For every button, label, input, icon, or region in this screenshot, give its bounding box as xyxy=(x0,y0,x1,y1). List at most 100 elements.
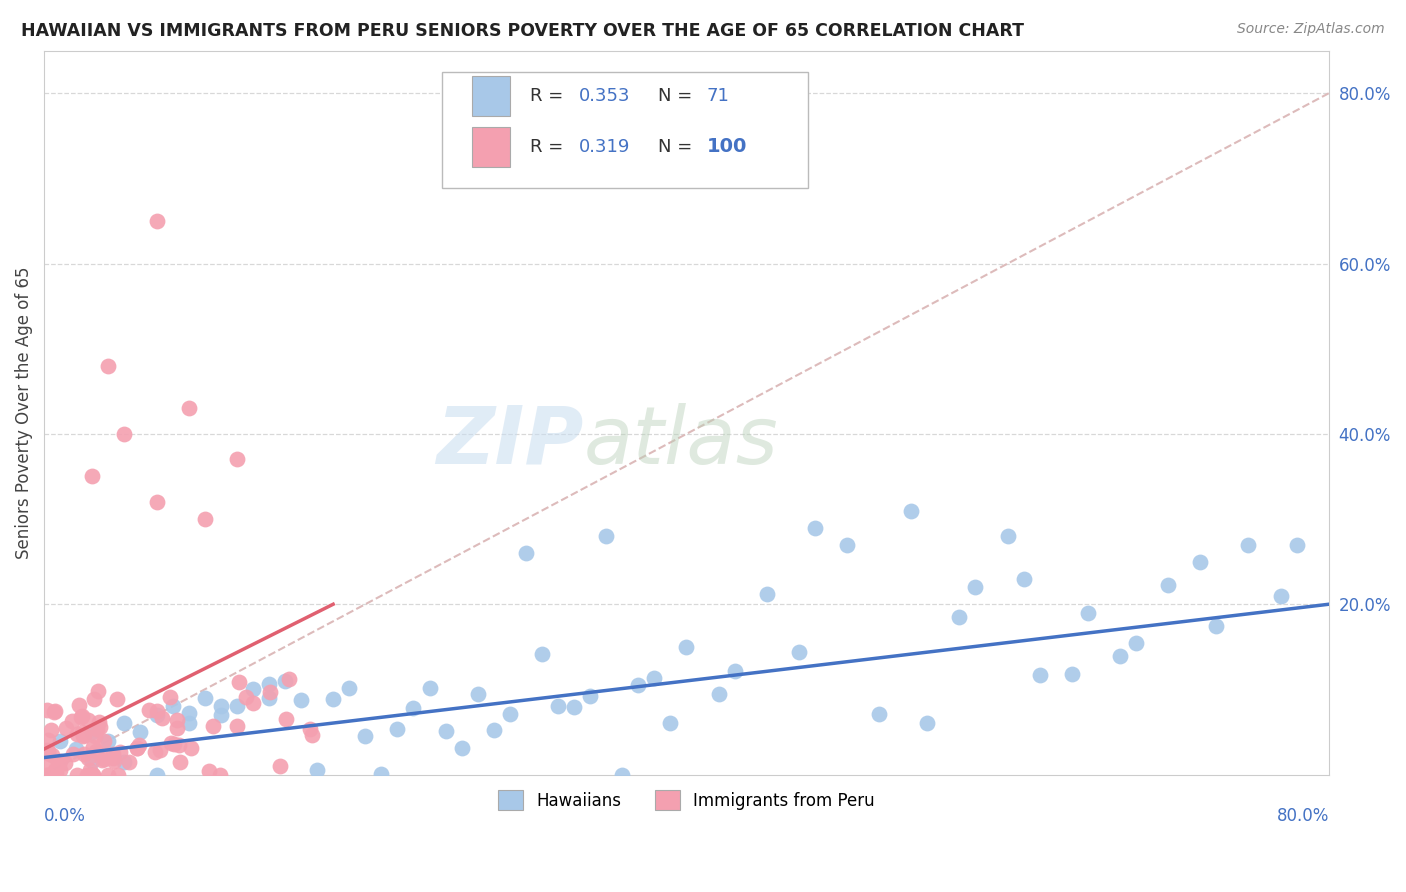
Point xyxy=(41,747,63,762)
Point xyxy=(242,696,264,710)
Point xyxy=(112,716,135,731)
Point xyxy=(259,685,281,699)
Point xyxy=(80,767,103,781)
Point xyxy=(1237,538,1260,552)
Point xyxy=(242,682,264,697)
Point xyxy=(1077,606,1099,620)
Point xyxy=(105,692,128,706)
Point xyxy=(627,678,650,692)
Point xyxy=(49,733,72,747)
Point xyxy=(86,722,108,736)
Point xyxy=(73,747,96,762)
Point xyxy=(1109,648,1132,663)
Point xyxy=(450,740,472,755)
Point xyxy=(643,671,665,685)
Point xyxy=(169,755,191,769)
Point xyxy=(1270,589,1292,603)
Point xyxy=(66,727,89,741)
Text: 100: 100 xyxy=(707,137,748,156)
Point xyxy=(177,401,200,416)
Text: R =: R = xyxy=(530,87,568,105)
Text: HAWAIIAN VS IMMIGRANTS FROM PERU SENIORS POVERTY OVER THE AGE OF 65 CORRELATION : HAWAIIAN VS IMMIGRANTS FROM PERU SENIORS… xyxy=(21,22,1024,40)
Bar xyxy=(472,76,510,116)
Point xyxy=(79,767,101,781)
Point xyxy=(44,705,66,719)
Point xyxy=(145,767,167,781)
Point xyxy=(82,767,104,781)
Point xyxy=(562,700,585,714)
Point xyxy=(177,706,200,721)
Point xyxy=(37,743,59,757)
Point xyxy=(197,764,219,779)
Point xyxy=(89,721,111,735)
Point xyxy=(45,764,67,779)
Point xyxy=(370,767,392,781)
Point xyxy=(83,729,105,743)
Point xyxy=(162,699,184,714)
Point xyxy=(129,725,152,739)
Point xyxy=(93,733,115,747)
Point xyxy=(387,722,409,736)
Point xyxy=(997,529,1019,543)
Point xyxy=(77,751,100,765)
Point xyxy=(37,746,59,760)
Point xyxy=(44,763,66,777)
Point xyxy=(42,767,65,781)
Point xyxy=(278,672,301,686)
Point xyxy=(354,729,377,743)
Point xyxy=(84,744,107,758)
Point xyxy=(76,767,98,781)
Point xyxy=(146,704,169,718)
Point xyxy=(67,698,90,712)
Text: 0.319: 0.319 xyxy=(578,137,630,155)
Text: R =: R = xyxy=(530,137,568,155)
Point xyxy=(274,712,297,726)
Point xyxy=(90,753,112,767)
Point xyxy=(87,683,110,698)
Point xyxy=(612,767,634,781)
Point xyxy=(82,469,104,483)
Point xyxy=(107,767,129,781)
Point xyxy=(82,767,104,781)
Point xyxy=(37,733,59,747)
Point xyxy=(112,755,135,769)
Point xyxy=(128,738,150,752)
Point xyxy=(103,754,125,768)
Text: ZIP: ZIP xyxy=(436,402,583,481)
Point xyxy=(44,706,66,720)
Point xyxy=(167,738,190,752)
Point xyxy=(166,721,188,735)
Point xyxy=(55,721,77,735)
Point xyxy=(1157,578,1180,592)
Point xyxy=(499,707,522,722)
Point xyxy=(707,687,730,701)
Point xyxy=(49,763,72,777)
Point xyxy=(225,699,247,714)
Point xyxy=(675,640,697,654)
Point xyxy=(93,752,115,766)
Point xyxy=(755,587,778,601)
Point xyxy=(900,503,922,517)
Point xyxy=(530,647,553,661)
Point xyxy=(62,747,84,762)
Point xyxy=(48,754,70,768)
Point xyxy=(177,716,200,731)
Point xyxy=(42,767,65,781)
Point xyxy=(145,214,167,228)
Point xyxy=(298,722,321,736)
FancyBboxPatch shape xyxy=(443,72,808,188)
Point xyxy=(835,538,858,552)
Point xyxy=(194,512,217,526)
Point xyxy=(180,741,202,756)
Point xyxy=(402,700,425,714)
Point xyxy=(37,743,59,757)
Point xyxy=(269,759,291,773)
Point xyxy=(101,751,124,765)
Text: 0.0%: 0.0% xyxy=(44,807,86,825)
Point xyxy=(38,756,60,770)
Point xyxy=(160,736,183,750)
Point xyxy=(948,610,970,624)
Point xyxy=(1060,667,1083,681)
Point xyxy=(37,767,59,781)
Point xyxy=(87,714,110,729)
